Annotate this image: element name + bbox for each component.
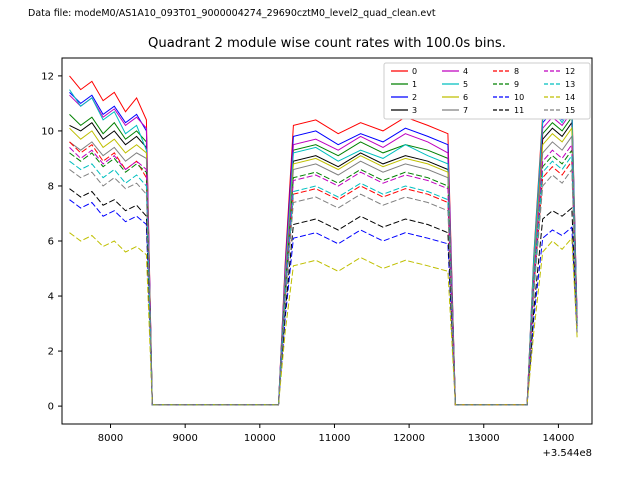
x-tick-label: 10000 <box>244 433 276 444</box>
legend-label-9: 9 <box>514 80 519 89</box>
legend-label-7: 7 <box>463 106 468 115</box>
plot-title: Quadrant 2 module wise count rates with … <box>148 36 506 51</box>
x-tick-label: 9000 <box>172 433 197 444</box>
series-line-8 <box>69 141 578 406</box>
series-line-13 <box>69 154 578 406</box>
y-tick-label: 8 <box>48 181 54 192</box>
legend-box <box>383 62 591 120</box>
y-tick-label: 2 <box>48 347 54 358</box>
legend-label-10: 10 <box>514 93 524 102</box>
series-line-12 <box>69 143 578 406</box>
y-tick-label: 6 <box>48 237 54 248</box>
x-axis-offset-label: +3.544e8 <box>542 448 592 459</box>
legend-label-11: 11 <box>514 106 524 115</box>
ticks-layer: 8000 9000 10000 11000 12000 13000 14000 0 2 4 6 8 10… <box>41 71 574 444</box>
series-line-10 <box>69 199 578 406</box>
legend-label-15: 15 <box>565 106 575 115</box>
legend-label-6: 6 <box>463 93 468 102</box>
legend-label-1: 1 <box>412 80 417 89</box>
series-line-6 <box>69 126 578 406</box>
x-tick-label: 12000 <box>393 433 425 444</box>
y-tick-label: 0 <box>48 402 54 413</box>
legend-label-5: 5 <box>463 80 468 89</box>
legend-label-4: 4 <box>463 67 468 76</box>
legend-label-14: 14 <box>565 93 575 102</box>
series-line-9 <box>69 148 578 406</box>
series-line-7 <box>69 134 578 406</box>
y-tick-label: 10 <box>41 126 54 137</box>
x-tick-label: 11000 <box>319 433 351 444</box>
y-tick-label: 4 <box>48 292 54 303</box>
series-line-2 <box>69 92 578 406</box>
legend-label-0: 0 <box>412 67 417 76</box>
legend-label-8: 8 <box>514 67 519 76</box>
series-line-11 <box>69 188 578 406</box>
series-line-15 <box>69 167 578 406</box>
series-line-0 <box>69 75 578 406</box>
legend-label-2: 2 <box>412 93 417 102</box>
legend-label-12: 12 <box>565 67 575 76</box>
x-tick-label: 14000 <box>543 433 575 444</box>
series-layer <box>69 75 578 406</box>
series-line-4 <box>69 94 578 406</box>
legend-label-3: 3 <box>412 106 417 115</box>
y-tick-label: 12 <box>41 71 54 82</box>
series-line-14 <box>69 232 578 406</box>
series-line-3 <box>69 121 578 406</box>
x-tick-label: 13000 <box>468 433 500 444</box>
data-file-label: Data file: modeM0/AS1A10_093T01_90000042… <box>28 8 436 19</box>
x-tick-label: 8000 <box>98 433 123 444</box>
legend-label-13: 13 <box>565 80 575 89</box>
series-line-5 <box>69 89 578 406</box>
